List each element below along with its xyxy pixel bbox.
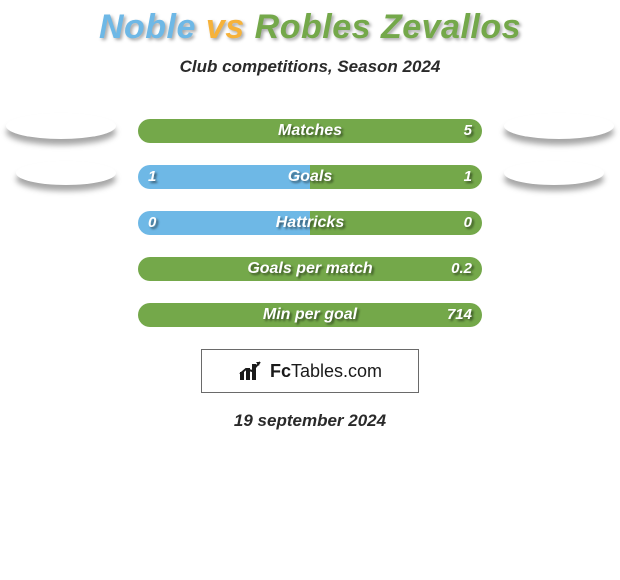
logo: FcTables.com xyxy=(238,360,382,382)
vs-word: vs xyxy=(206,8,245,46)
avatar-placeholder xyxy=(6,113,116,139)
logo-text: FcTables.com xyxy=(270,361,382,382)
avatar-placeholder xyxy=(16,161,116,185)
player2-name: Robles Zevallos xyxy=(255,8,521,46)
chart-icon xyxy=(238,360,266,382)
logo-box[interactable]: FcTables.com xyxy=(201,349,419,393)
stat-label: Goals per match xyxy=(138,257,482,281)
stat-row-mpg: 714Min per goal xyxy=(138,303,482,327)
stat-row-hattricks: 00Hattricks xyxy=(138,211,482,235)
stats-area: 5Matches 11Goals 00Hattricks 0.2Goals per m… xyxy=(0,119,620,327)
logo-suffix: Tables.com xyxy=(291,361,382,381)
stat-label: Matches xyxy=(138,119,482,143)
comparison-widget: Noble vs Robles Zevallos Club competitio… xyxy=(0,0,620,580)
stat-label: Goals xyxy=(138,165,482,189)
stat-label: Min per goal xyxy=(138,303,482,327)
avatar-column-right xyxy=(504,113,614,207)
stat-label: Hattricks xyxy=(138,211,482,235)
logo-prefix: Fc xyxy=(270,361,291,381)
page-title: Noble vs Robles Zevallos xyxy=(0,0,620,47)
player1-name: Noble xyxy=(99,8,196,46)
stat-row-goals: 11Goals xyxy=(138,165,482,189)
stat-rows: 5Matches 11Goals 00Hattricks 0.2Goals per m… xyxy=(138,119,482,327)
subtitle: Club competitions, Season 2024 xyxy=(0,57,620,77)
date-text: 19 september 2024 xyxy=(0,411,620,431)
avatar-placeholder xyxy=(504,113,614,139)
avatar-placeholder xyxy=(504,161,604,185)
stat-row-gpm: 0.2Goals per match xyxy=(138,257,482,281)
avatar-column-left xyxy=(6,113,116,207)
stat-row-matches: 5Matches xyxy=(138,119,482,143)
